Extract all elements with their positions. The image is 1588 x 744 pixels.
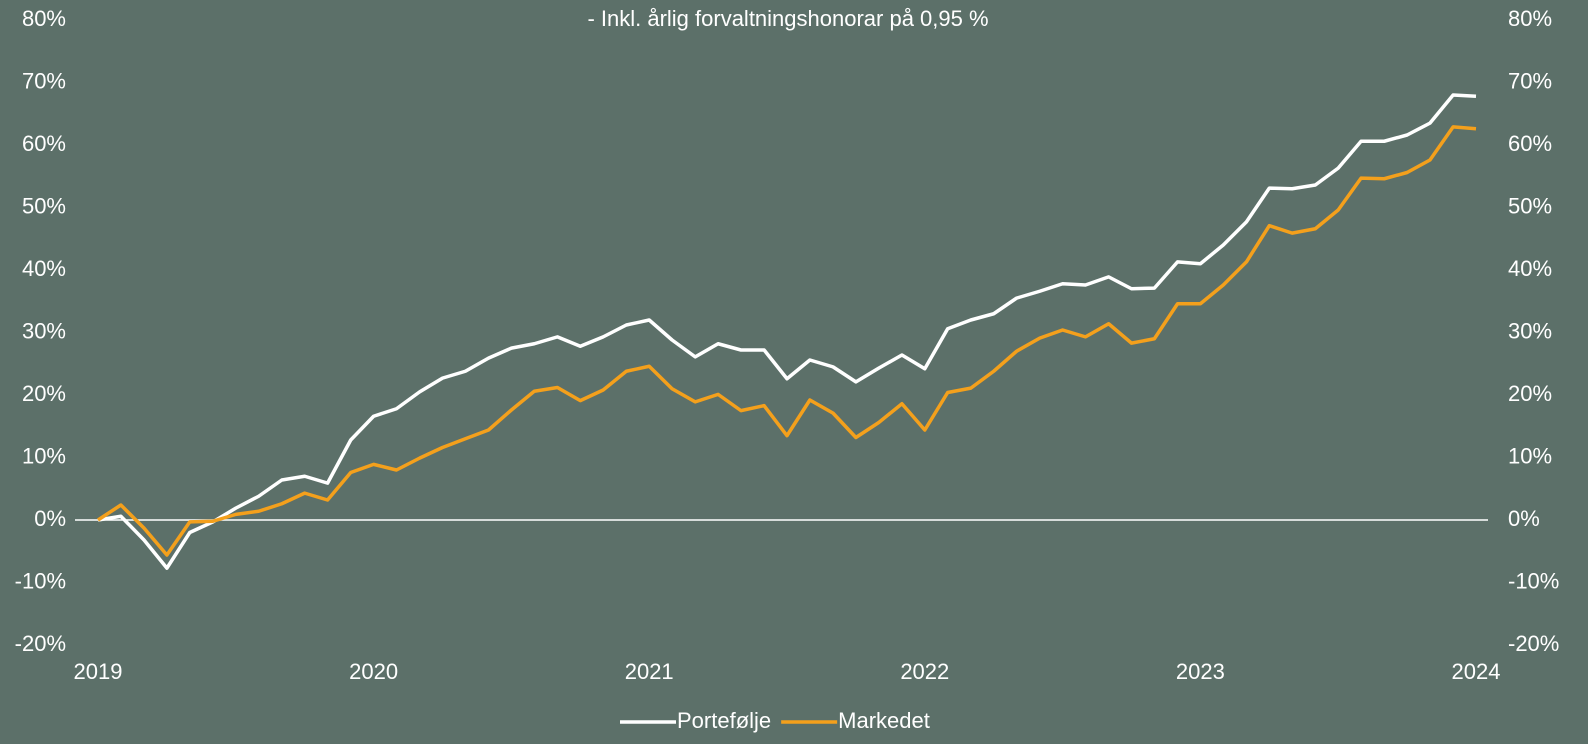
line-series	[97, 125, 1477, 557]
line-series	[97, 93, 1477, 570]
y-tick-label: 50%	[22, 193, 66, 218]
y-tick-label: 80%	[22, 6, 66, 31]
y2-tick-label: 10%	[1508, 443, 1552, 468]
x-tick-label: 2022	[900, 659, 949, 684]
y-tick-label: 40%	[22, 256, 66, 281]
y2-tick-label: 20%	[1508, 381, 1552, 406]
legend-label: Markedet	[838, 708, 930, 733]
y-tick-label: 30%	[22, 318, 66, 343]
y-tick-label: -20%	[15, 631, 66, 656]
y-tick-label: -10%	[15, 568, 66, 593]
y2-tick-label: 0%	[1508, 506, 1540, 531]
y2-tick-label: 40%	[1508, 256, 1552, 281]
x-tick-label: 2019	[74, 659, 123, 684]
y2-tick-label: 60%	[1508, 131, 1552, 156]
y2-tick-label: -20%	[1508, 631, 1559, 656]
x-tick-label: 2020	[349, 659, 398, 684]
y2-tick-label: -10%	[1508, 568, 1559, 593]
y-tick-label: 60%	[22, 131, 66, 156]
x-tick-label: 2023	[1176, 659, 1225, 684]
y2-tick-label: 80%	[1508, 6, 1552, 31]
x-tick-label: 2024	[1452, 659, 1501, 684]
y-tick-label: 20%	[22, 381, 66, 406]
x-tick-label: 2021	[625, 659, 674, 684]
y-tick-label: 70%	[22, 68, 66, 93]
y2-tick-label: 50%	[1508, 193, 1552, 218]
y2-tick-label: 70%	[1508, 68, 1552, 93]
y-tick-label: 0%	[34, 506, 66, 531]
legend-label: Portefølje	[677, 708, 771, 733]
y-tick-label: 10%	[22, 443, 66, 468]
chart-title: - Inkl. årlig forvaltningshonorar på 0,9…	[587, 6, 988, 31]
y2-tick-label: 30%	[1508, 318, 1552, 343]
